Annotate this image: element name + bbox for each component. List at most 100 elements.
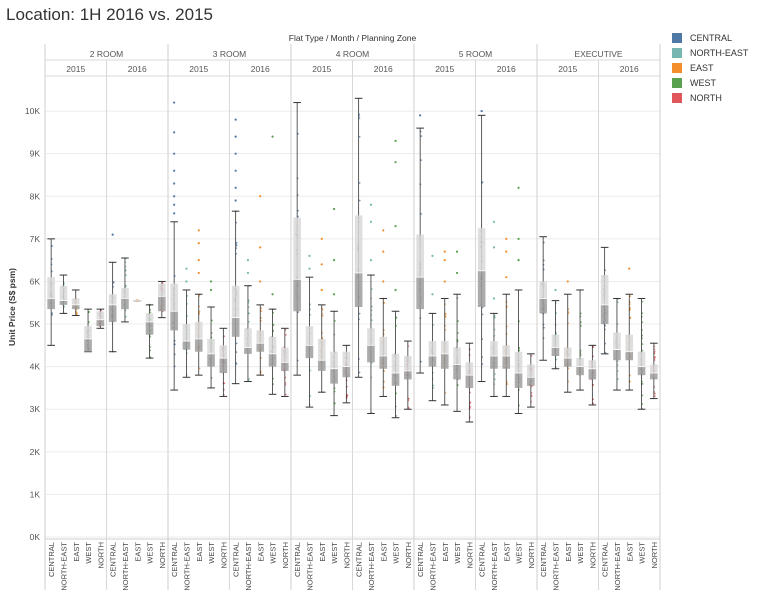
data-point bbox=[272, 323, 275, 326]
box-lower bbox=[293, 279, 301, 312]
data-point bbox=[51, 244, 54, 247]
outlier-point bbox=[234, 186, 237, 189]
box-lower bbox=[453, 364, 461, 380]
box-upper bbox=[354, 215, 363, 273]
data-point bbox=[125, 274, 127, 277]
zone-label: NORTH bbox=[527, 542, 536, 569]
zone-label: NORTH-EAST bbox=[551, 542, 560, 591]
data-point bbox=[592, 384, 595, 386]
legend-swatch bbox=[672, 47, 682, 58]
data-point bbox=[51, 312, 53, 315]
box-lower bbox=[71, 304, 80, 310]
data-point bbox=[88, 321, 90, 324]
box-upper bbox=[145, 313, 154, 322]
box-lower bbox=[231, 317, 240, 337]
zone-label: NORTH-EAST bbox=[490, 542, 499, 591]
box-lower bbox=[563, 358, 572, 367]
outlier-point bbox=[394, 161, 397, 164]
data-point bbox=[653, 357, 656, 359]
outlier-point bbox=[185, 267, 188, 270]
legend-label: EAST bbox=[690, 62, 714, 73]
year-header: 2015 bbox=[66, 64, 85, 74]
outlier-point bbox=[185, 280, 188, 283]
box-upper bbox=[305, 326, 314, 346]
zone-label: WEST bbox=[576, 542, 585, 564]
outlier-point bbox=[382, 250, 385, 253]
box-lower bbox=[330, 368, 338, 384]
data-point bbox=[432, 386, 435, 389]
outlier-point bbox=[308, 254, 311, 257]
legend-item-east[interactable]: EAST bbox=[672, 60, 748, 75]
year-header: 2016 bbox=[128, 64, 147, 74]
legend-item-north-east[interactable]: NORTH-EAST bbox=[672, 45, 748, 60]
legend-item-north[interactable]: NORTH bbox=[672, 90, 748, 105]
flat-type-header: 3 ROOM bbox=[213, 49, 247, 59]
data-point bbox=[248, 320, 250, 323]
outlier-point bbox=[173, 212, 176, 215]
zone-label: CENTRAL bbox=[109, 542, 118, 577]
zone-label: CENTRAL bbox=[293, 542, 302, 577]
box-upper bbox=[527, 364, 535, 378]
box-lower bbox=[84, 338, 92, 352]
box-lower bbox=[637, 366, 646, 376]
outlier-point bbox=[455, 250, 459, 253]
box-lower bbox=[416, 277, 424, 310]
box-lower bbox=[244, 347, 252, 354]
legend-item-central[interactable]: CENTRAL bbox=[672, 30, 748, 45]
zone-label: EAST bbox=[195, 542, 204, 562]
legend-item-west[interactable]: WEST bbox=[672, 75, 748, 90]
data-point bbox=[358, 135, 361, 138]
box-lower bbox=[391, 373, 400, 386]
zone-label: NORTH bbox=[404, 542, 413, 569]
zone-label: WEST bbox=[146, 542, 155, 564]
box-upper bbox=[379, 336, 388, 356]
data-point bbox=[432, 324, 435, 326]
y-tick-label: 5K bbox=[30, 319, 41, 329]
flat-type-header: 5 ROOM bbox=[459, 49, 493, 59]
box-upper bbox=[207, 338, 215, 354]
box-lower bbox=[465, 375, 474, 388]
box-lower bbox=[514, 373, 523, 388]
data-point bbox=[334, 319, 336, 322]
data-point bbox=[285, 393, 287, 396]
data-point bbox=[346, 394, 349, 397]
box-upper bbox=[650, 364, 658, 374]
y-tick-label: 0K bbox=[30, 532, 41, 542]
outlier-point bbox=[173, 182, 176, 185]
box-upper bbox=[428, 341, 437, 356]
data-point bbox=[580, 324, 582, 327]
data-point bbox=[494, 378, 496, 381]
box-lower bbox=[182, 341, 191, 350]
box-upper bbox=[194, 321, 203, 339]
outlier-point bbox=[431, 254, 434, 257]
data-point bbox=[309, 369, 312, 372]
box-upper bbox=[293, 217, 301, 280]
legend-swatch bbox=[672, 62, 682, 73]
data-point bbox=[617, 378, 619, 381]
data-point bbox=[457, 332, 459, 334]
data-point bbox=[284, 333, 287, 336]
outlier-point bbox=[492, 220, 496, 223]
y-tick-label: 3K bbox=[30, 404, 41, 414]
data-point bbox=[641, 321, 644, 324]
header-title: Flat Type / Month / Planning Zone bbox=[289, 33, 417, 43]
outlier-point bbox=[419, 114, 422, 117]
box-upper bbox=[637, 351, 646, 367]
box-upper bbox=[96, 311, 105, 320]
data-point bbox=[469, 405, 472, 408]
box-upper bbox=[477, 228, 486, 271]
box-upper bbox=[588, 360, 597, 369]
box-lower bbox=[354, 272, 363, 307]
box-upper bbox=[182, 324, 191, 342]
y-tick-label: 10K bbox=[25, 106, 40, 116]
outlier-point bbox=[332, 259, 336, 262]
y-tick-label: 6K bbox=[30, 276, 41, 286]
outlier-point bbox=[517, 259, 520, 262]
box-upper bbox=[281, 347, 289, 363]
year-header: 2016 bbox=[497, 64, 516, 74]
box-upper bbox=[551, 334, 560, 348]
outlier-point bbox=[259, 280, 262, 283]
box-upper bbox=[330, 351, 338, 369]
box-lower bbox=[96, 319, 105, 327]
data-point bbox=[407, 397, 410, 400]
